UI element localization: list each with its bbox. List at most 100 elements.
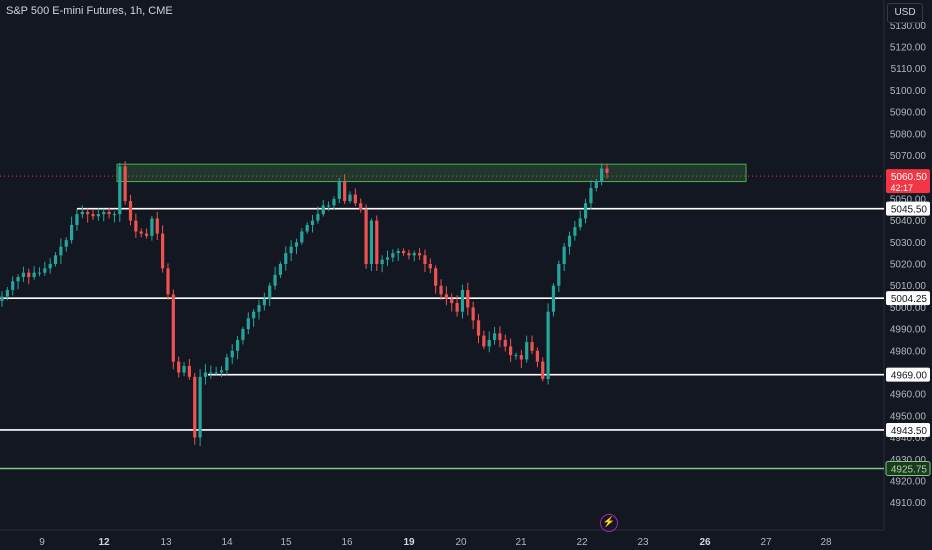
y-tick-label: 4960.00 bbox=[890, 390, 927, 401]
candle-body bbox=[391, 253, 395, 258]
candle-body bbox=[64, 240, 68, 247]
candle-body bbox=[305, 224, 309, 232]
candle-body bbox=[578, 218, 582, 228]
y-tick-label: 4950.00 bbox=[890, 411, 927, 422]
candle-body bbox=[353, 194, 357, 204]
level-price-tag bbox=[886, 422, 930, 437]
candle-body bbox=[193, 376, 197, 438]
x-tick-label: 26 bbox=[699, 537, 711, 548]
y-tick-label: 5070.00 bbox=[890, 151, 927, 162]
candle-body bbox=[144, 233, 149, 236]
x-tick-label: 28 bbox=[820, 537, 832, 548]
candle-body bbox=[594, 181, 598, 189]
level-price-label: 5045.50 bbox=[891, 205, 928, 216]
candle-body bbox=[91, 214, 95, 217]
candle-body bbox=[509, 346, 513, 356]
candle-body bbox=[482, 335, 486, 347]
y-tick-label: 5120.00 bbox=[890, 43, 927, 54]
candle-body bbox=[525, 342, 529, 360]
candle-body bbox=[262, 298, 266, 306]
y-tick-label: 5080.00 bbox=[890, 129, 927, 140]
candle-body bbox=[0, 296, 4, 301]
candle-body bbox=[21, 272, 26, 278]
candle-body bbox=[48, 264, 52, 269]
candle-body bbox=[102, 211, 106, 215]
last-price-label: 5060.50 bbox=[891, 172, 928, 183]
y-tick-label: 5040.00 bbox=[890, 216, 927, 227]
candle-body bbox=[123, 166, 127, 202]
candle-body bbox=[241, 329, 245, 340]
flash-event-icon[interactable]: ⚡ bbox=[600, 514, 618, 532]
y-tick-label: 5000.00 bbox=[890, 303, 927, 314]
candle-body bbox=[514, 355, 518, 357]
resistance-zone[interactable] bbox=[116, 163, 747, 183]
x-tick-label: 22 bbox=[576, 537, 588, 548]
candle-body bbox=[466, 290, 470, 308]
candle-body bbox=[439, 285, 443, 295]
candle-body bbox=[187, 365, 191, 377]
y-tick-label: 4990.00 bbox=[890, 325, 927, 336]
y-tick-label: 5130.00 bbox=[890, 21, 927, 32]
candle-body bbox=[541, 361, 545, 379]
candle-body bbox=[198, 376, 202, 438]
x-tick-label: 14 bbox=[221, 537, 233, 548]
candle-body bbox=[246, 318, 250, 330]
last-price-tag bbox=[886, 169, 930, 194]
candle-body bbox=[418, 253, 422, 256]
candle-body bbox=[455, 303, 459, 312]
candle-body bbox=[16, 277, 20, 282]
candle-body bbox=[166, 268, 170, 295]
candle-body bbox=[412, 253, 416, 256]
candle-body bbox=[369, 220, 374, 264]
candle-body bbox=[487, 339, 491, 347]
y-tick-label: 4910.00 bbox=[890, 498, 927, 509]
candle-body bbox=[444, 294, 448, 299]
level-price-tag bbox=[886, 291, 930, 306]
y-tick-label: 5100.00 bbox=[890, 86, 927, 97]
bar-countdown-label: 42:17 bbox=[890, 183, 913, 193]
candle-body bbox=[337, 181, 341, 199]
candle-body bbox=[562, 246, 566, 264]
candle-body bbox=[150, 218, 154, 236]
candle-body bbox=[182, 365, 186, 373]
candle-body bbox=[289, 246, 293, 254]
candle-body bbox=[364, 209, 368, 264]
level-price-label: 5004.25 bbox=[891, 294, 928, 305]
x-tick-label: 13 bbox=[160, 537, 172, 548]
candle-body bbox=[5, 290, 9, 297]
candle-body bbox=[252, 311, 256, 319]
candle-body bbox=[450, 298, 454, 304]
level-price-tag bbox=[886, 367, 930, 382]
y-tick-label: 5030.00 bbox=[890, 238, 927, 249]
candle-body bbox=[118, 166, 122, 215]
candle-body bbox=[203, 372, 208, 377]
y-tick-label: 5090.00 bbox=[890, 108, 927, 119]
candle-body bbox=[407, 253, 411, 256]
level-price-label: 4969.00 bbox=[891, 371, 928, 382]
candle-body bbox=[343, 181, 347, 202]
candle-body bbox=[321, 205, 325, 215]
candle-body bbox=[476, 320, 481, 336]
y-tick-label: 4940.00 bbox=[890, 433, 927, 444]
candle-body bbox=[96, 214, 100, 217]
candle-body bbox=[294, 242, 299, 247]
candle-body bbox=[380, 259, 384, 264]
candle-body bbox=[567, 235, 572, 247]
candle-body bbox=[128, 201, 133, 221]
candle-body bbox=[139, 231, 143, 234]
candle-body bbox=[59, 246, 63, 256]
candle-body bbox=[225, 357, 229, 371]
candle-body bbox=[316, 214, 320, 221]
level-price-label: 4925.75 bbox=[891, 464, 928, 475]
candle-body bbox=[385, 257, 390, 260]
level-price-tag bbox=[886, 201, 930, 216]
candle-body bbox=[332, 198, 336, 206]
candle-body bbox=[219, 370, 224, 373]
x-tick-label: 23 bbox=[637, 537, 649, 548]
candle-body bbox=[375, 220, 379, 264]
level-price-tag bbox=[885, 460, 931, 476]
candle-body bbox=[107, 211, 111, 215]
currency-button[interactable]: USD bbox=[887, 3, 923, 23]
